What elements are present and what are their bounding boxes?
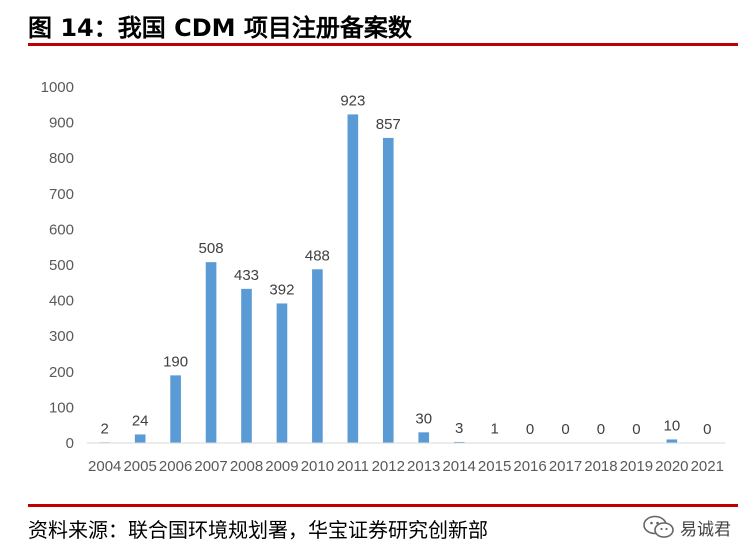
data-label: 857 bbox=[376, 116, 401, 133]
bar bbox=[134, 434, 146, 443]
y-tick-label: 600 bbox=[49, 221, 74, 238]
bar-series bbox=[99, 114, 678, 444]
y-tick-label: 1000 bbox=[41, 79, 74, 96]
x-tick-label: 2018 bbox=[584, 458, 617, 475]
bar bbox=[666, 439, 678, 443]
y-tick-label: 500 bbox=[49, 257, 74, 274]
y-tick-label: 700 bbox=[49, 186, 74, 203]
x-tick-label: 2015 bbox=[478, 458, 511, 475]
figure-header: 图 14：我国 CDM 项目注册备案数 bbox=[0, 0, 755, 50]
data-label: 1 bbox=[490, 421, 498, 438]
header-divider bbox=[28, 43, 738, 46]
bar bbox=[382, 137, 394, 443]
x-tick-label: 2010 bbox=[301, 458, 334, 475]
y-tick-label: 300 bbox=[49, 328, 74, 345]
bar bbox=[453, 441, 465, 443]
x-tick-label: 2012 bbox=[372, 458, 405, 475]
y-tick-label: 100 bbox=[49, 399, 74, 416]
y-axis: 0 100 200 300 400 500 600 700 800 900 1000 bbox=[41, 79, 74, 452]
x-tick-label: 2005 bbox=[123, 458, 156, 475]
y-tick-label: 900 bbox=[49, 115, 74, 132]
data-label: 24 bbox=[132, 412, 149, 429]
bar bbox=[347, 114, 359, 444]
bar bbox=[312, 269, 323, 443]
data-label: 923 bbox=[340, 92, 365, 109]
data-label: 0 bbox=[632, 421, 640, 438]
data-label: 30 bbox=[415, 410, 432, 427]
y-tick-label: 0 bbox=[66, 435, 74, 452]
bar bbox=[205, 262, 217, 443]
data-label: 433 bbox=[234, 267, 259, 284]
x-tick-label: 2021 bbox=[691, 458, 724, 475]
x-tick-label: 2006 bbox=[159, 458, 192, 475]
x-tick-label: 2013 bbox=[407, 458, 440, 475]
y-tick-label: 800 bbox=[49, 150, 74, 167]
data-label: 2 bbox=[101, 420, 109, 437]
x-tick-label: 2007 bbox=[194, 458, 227, 475]
data-label: 0 bbox=[703, 421, 711, 438]
data-label: 0 bbox=[597, 421, 605, 438]
x-tick-label: 2004 bbox=[88, 458, 121, 475]
footer-divider bbox=[28, 504, 738, 507]
x-tick-label: 2019 bbox=[620, 458, 653, 475]
bar bbox=[241, 288, 252, 443]
watermark-text: 易诚君 bbox=[680, 520, 731, 540]
x-tick-label: 2014 bbox=[442, 458, 475, 475]
figure-title: 图 14：我国 CDM 项目注册备案数 bbox=[28, 14, 412, 42]
data-label: 508 bbox=[199, 240, 224, 257]
watermark: 易诚君 bbox=[640, 513, 750, 541]
data-label: 0 bbox=[561, 421, 569, 438]
x-tick-label: 2009 bbox=[265, 458, 298, 475]
data-label: 190 bbox=[163, 353, 188, 370]
wechat-icon bbox=[643, 515, 674, 538]
x-tick-label: 2011 bbox=[337, 458, 369, 475]
bar bbox=[276, 303, 288, 443]
data-label: 0 bbox=[526, 421, 534, 438]
y-tick-label: 200 bbox=[49, 364, 74, 381]
bar bbox=[170, 375, 181, 443]
x-tick-label: 2008 bbox=[230, 458, 263, 475]
data-label: 3 bbox=[455, 420, 463, 437]
x-tick-label: 2020 bbox=[655, 458, 688, 475]
x-tick-label: 2016 bbox=[513, 458, 546, 475]
bar bbox=[418, 432, 430, 443]
data-label: 10 bbox=[663, 417, 680, 434]
x-tick-label: 2017 bbox=[549, 458, 582, 475]
source-note: 资料来源：联合国环境规划署，华宝证券研究创新部 bbox=[28, 518, 488, 542]
y-tick-label: 400 bbox=[49, 293, 74, 310]
x-axis: 2004 2005 2006 2007 2008 2009 2010 2011 2012 2013… bbox=[87, 442, 725, 475]
data-label: 392 bbox=[269, 281, 294, 298]
data-label: 488 bbox=[305, 247, 330, 264]
